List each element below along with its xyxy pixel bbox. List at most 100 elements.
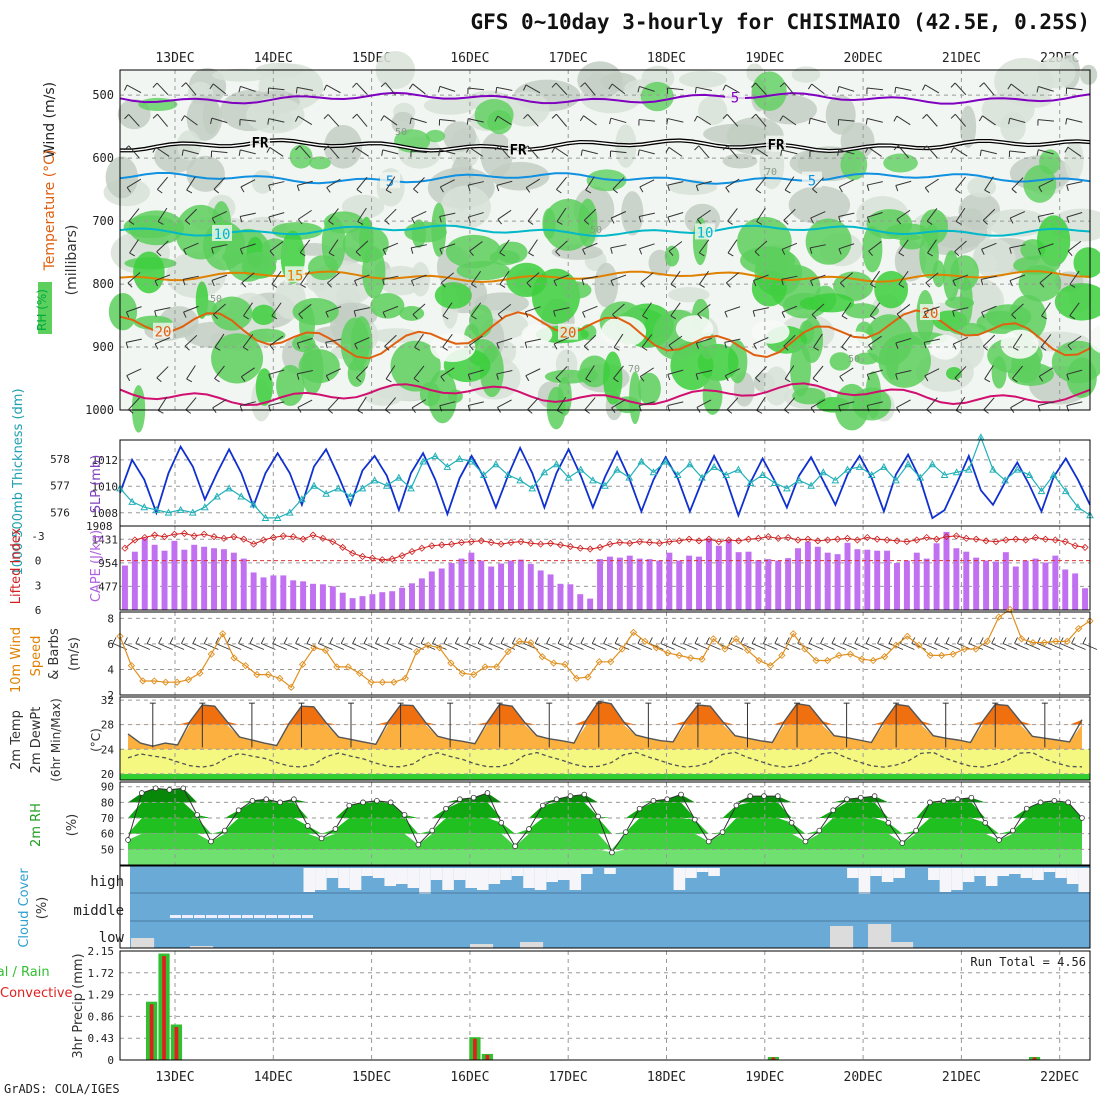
wind-barb (1067, 146, 1082, 157)
wind-barb (410, 150, 428, 154)
wind-barb (269, 335, 284, 346)
wind-barb-feather (497, 219, 502, 225)
wind-barb (186, 176, 196, 191)
wind-speed-point (1029, 639, 1037, 647)
rh-point (526, 826, 532, 832)
wind-barb (809, 150, 827, 154)
thickness-point (164, 508, 173, 516)
thickness-point (261, 513, 270, 521)
wind-barb (838, 401, 855, 407)
wind-speed-point (515, 637, 524, 646)
cloud-high-bar (361, 868, 373, 876)
lifted-index-point (606, 540, 614, 548)
rh-tick: 70 (101, 812, 114, 825)
wind-barb-feather (637, 149, 640, 156)
thickness-tick: 577 (50, 480, 70, 493)
wind-barb (1066, 401, 1083, 407)
run-total-label: Run Total = 4.56 (970, 955, 1086, 969)
wind-speed-point (447, 659, 455, 667)
wind-barb-feather (297, 218, 303, 225)
wind-barb-feather (523, 114, 529, 120)
wind-barb-feather (1038, 186, 1043, 193)
cloud-high-bar (1043, 868, 1056, 872)
wind-barb (184, 115, 198, 126)
thickness-point (1001, 476, 1009, 484)
wind-barb-feather (295, 145, 301, 151)
lifted-index-point (725, 536, 733, 544)
cloud-high-bar (511, 868, 524, 876)
cloud-high-bar (546, 868, 558, 882)
lifted-index-point (923, 533, 931, 542)
wind-barb (584, 82, 596, 96)
cloud-high-bar (673, 868, 686, 890)
lifted-index-point (982, 537, 990, 545)
wind-barb (156, 82, 169, 96)
wind-barb (268, 181, 285, 186)
contour-label-bg (695, 223, 715, 240)
date-label-bottom: 17DEC (549, 1070, 588, 1085)
wind-barb (953, 147, 968, 157)
surface-wind-barb (671, 643, 687, 650)
surface-wind-barb (1059, 643, 1075, 650)
wind-barb (954, 82, 967, 96)
surface-wind-barb-feather (249, 637, 254, 644)
surface-wind-barb-feather (1002, 637, 1007, 644)
thickness-point (298, 495, 306, 503)
wind-barb (383, 115, 398, 126)
wind-barb (414, 333, 424, 348)
wind-barb-feather (127, 282, 133, 288)
wind-barb (183, 242, 199, 250)
rh-point (830, 807, 836, 813)
wind-barb (213, 303, 226, 315)
cape-bar (547, 574, 554, 610)
wind-barb (725, 178, 740, 189)
wind-barb-feather (756, 409, 763, 414)
lifted-index-point (141, 533, 149, 542)
date-label-top: 13DEC (155, 51, 194, 66)
wind-barb (898, 239, 909, 254)
wind-barb (895, 180, 912, 186)
cape-bar (824, 552, 831, 610)
surface-wind-barb-feather (934, 637, 939, 644)
rh-gray-blob (1080, 64, 1098, 85)
lifted-index-point (1061, 538, 1069, 546)
wind-barb (983, 82, 995, 96)
cloud-frame (119, 865, 1091, 949)
wind-barb (641, 334, 653, 348)
lifted-index-point (853, 536, 861, 544)
wind-barb-feather (1067, 250, 1073, 256)
wind-barb (1010, 83, 1025, 95)
wind-barb-feather (211, 280, 215, 287)
wind-barb (354, 307, 370, 312)
wind-barb-feather (781, 279, 784, 286)
wind-barb-feather (496, 373, 499, 380)
wind-barb-feather (1009, 280, 1013, 287)
wind-barb (440, 179, 455, 188)
lifted-index-point (289, 533, 297, 541)
wind-barb-feather (354, 343, 358, 350)
cape-bar (1082, 588, 1089, 610)
wind-barb-feather (779, 115, 784, 122)
wind-barb (525, 338, 541, 343)
wind-speed-point (264, 670, 272, 679)
surface-wind-barb-feather (877, 637, 881, 644)
cape-bar (1012, 566, 1019, 610)
thickness-point (904, 460, 912, 468)
wind-barb-feather (525, 375, 530, 382)
wind-barb (981, 275, 997, 280)
rh-gray-blob (577, 61, 623, 99)
profile-frame (119, 69, 1091, 411)
wind-barb (696, 337, 712, 344)
wind-barb-feather (326, 187, 331, 193)
cloud-high-bar (396, 868, 408, 884)
wind-barb-feather (722, 84, 727, 91)
cape-bar (785, 558, 792, 610)
contour-label-bg (725, 88, 745, 105)
cloud-low-bar (868, 924, 892, 948)
wind-barb-feather (440, 376, 445, 382)
surface-wind-barb (1037, 643, 1052, 650)
thickness-point (686, 460, 694, 468)
wind-barb-feather (442, 346, 448, 351)
cloud-high-bar (951, 868, 963, 890)
pressure-tick: 700 (92, 214, 114, 228)
